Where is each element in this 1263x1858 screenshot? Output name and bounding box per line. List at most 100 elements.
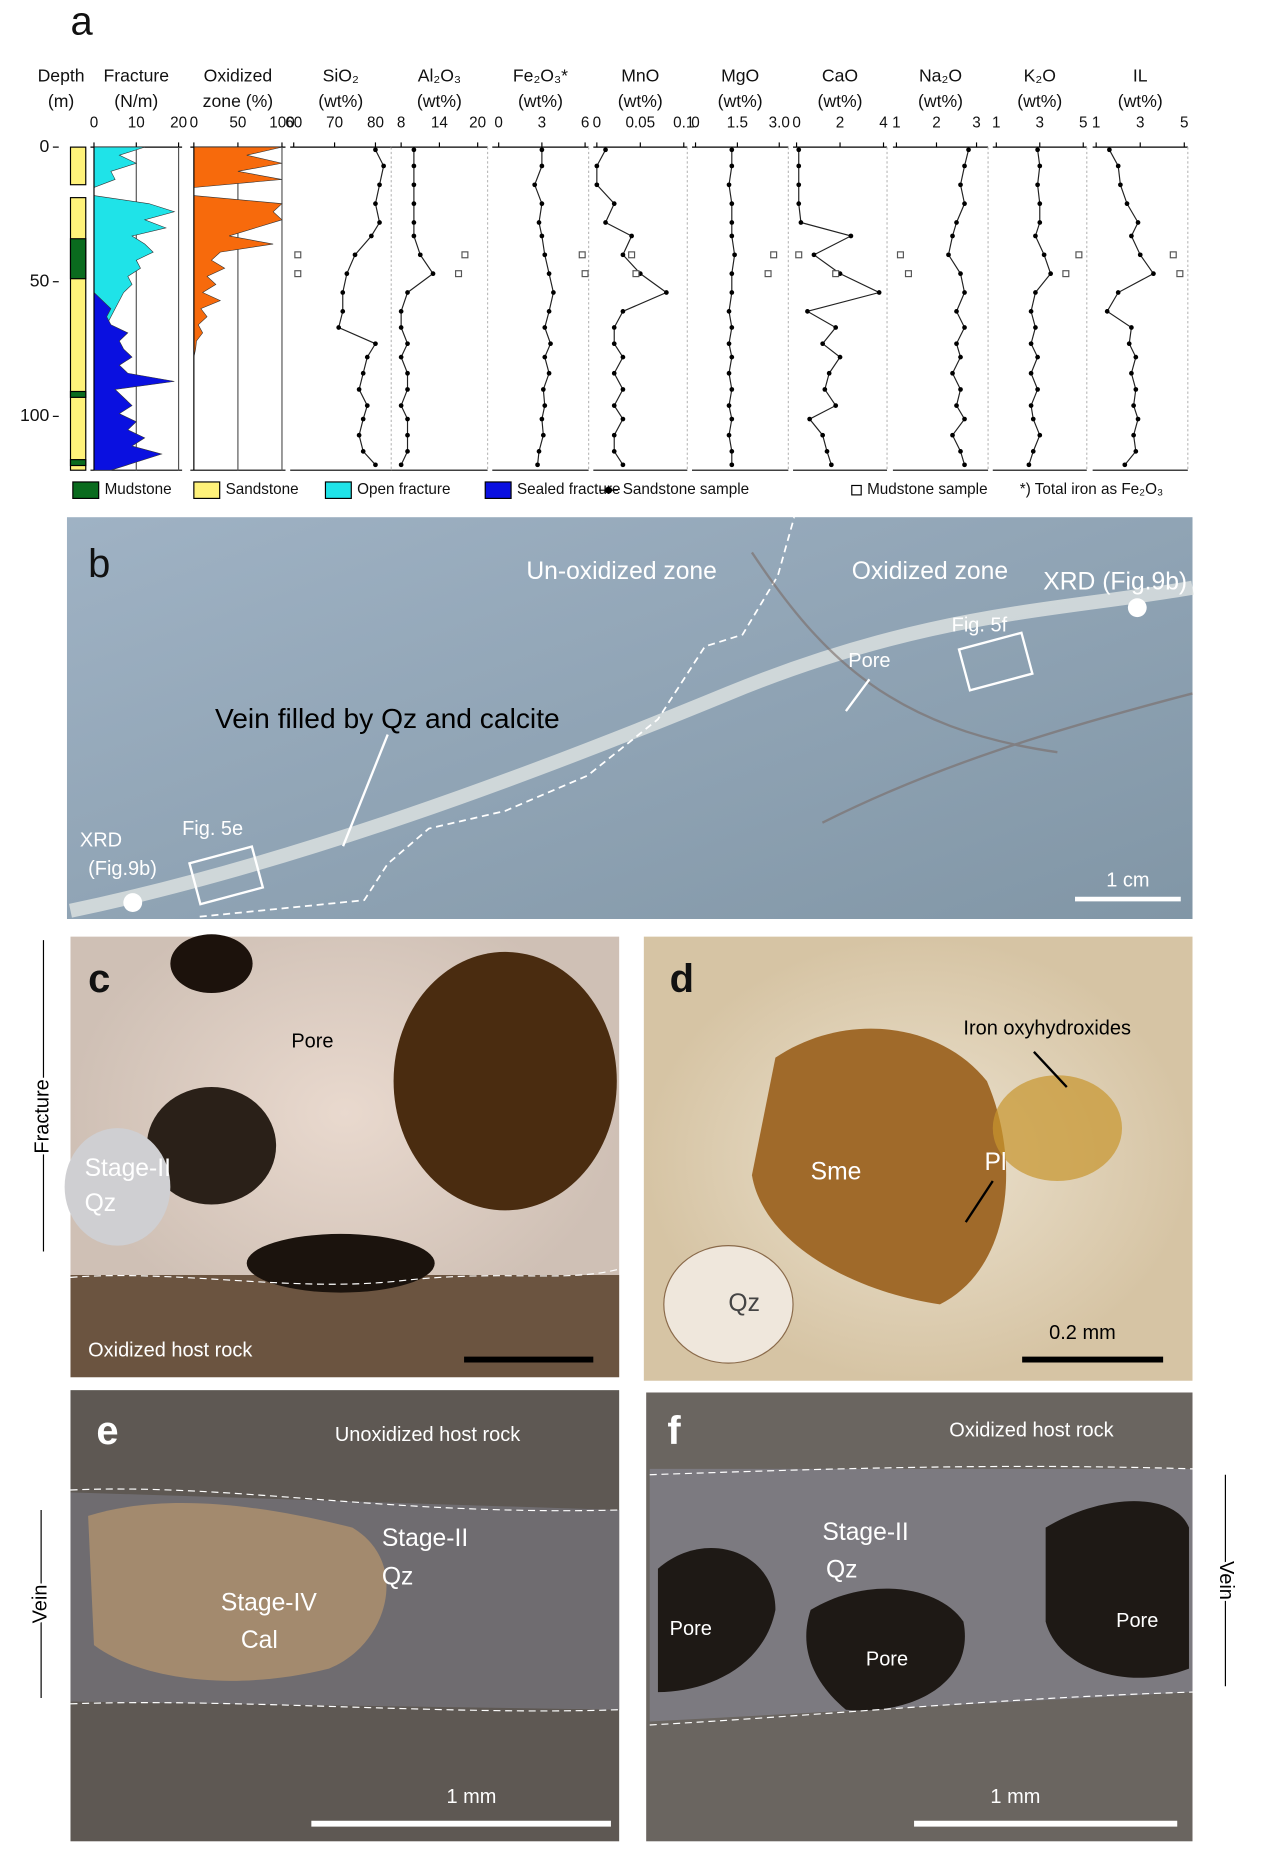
x-tick-label: 70 xyxy=(326,115,343,132)
photo-b: b Un-oxidized zone Oxidized zone XRD (Fi… xyxy=(67,517,1193,919)
line xyxy=(535,150,554,465)
sandstone-point xyxy=(954,220,959,225)
x-tick-label: 3 xyxy=(1136,115,1145,132)
sandstone-point xyxy=(1048,271,1053,276)
sandstone-point xyxy=(958,387,963,392)
mudstone-point xyxy=(456,271,462,277)
x-tick-label: 3 xyxy=(1036,115,1045,132)
sandstone-point xyxy=(1029,403,1034,408)
x-tick-label: 1 xyxy=(892,115,901,132)
sandstone-point xyxy=(729,355,734,360)
chart-title: IL xyxy=(1133,65,1148,85)
sandstone-point xyxy=(958,271,963,276)
sandstone-point xyxy=(664,290,669,295)
sandstone-point xyxy=(849,234,854,239)
sandstone-point xyxy=(612,341,617,346)
x-tick-label: 0 xyxy=(792,115,801,132)
photo-text: Qz xyxy=(826,1557,858,1584)
sandstone-point xyxy=(542,325,547,330)
sandstone-point xyxy=(535,462,540,467)
sandstone-point xyxy=(1116,164,1121,169)
xrd-point xyxy=(1128,598,1147,617)
x-tick-label: 4 xyxy=(879,115,888,132)
sandstone-point xyxy=(541,387,546,392)
sandstone-point xyxy=(954,309,959,314)
sandstone-point xyxy=(612,201,617,206)
photo-text: Fig. 5f xyxy=(952,615,1008,637)
legend-label: Open fracture xyxy=(357,481,450,498)
mudstone-point xyxy=(295,252,301,258)
line xyxy=(1107,150,1153,465)
sandstone-point xyxy=(1133,387,1138,392)
photo-text: Pore xyxy=(866,1649,908,1671)
sandstone-point xyxy=(1133,355,1138,360)
y-tick-label: 50 xyxy=(30,270,50,290)
mudstone-point xyxy=(633,271,639,277)
panel-label: c xyxy=(88,957,110,1001)
sandstone-point xyxy=(833,325,838,330)
sandstone-point xyxy=(1136,417,1141,422)
x-tick-label: 20 xyxy=(469,115,486,132)
sandstone-point xyxy=(1138,252,1143,257)
sandstone-point xyxy=(1131,403,1136,408)
sandstone-point xyxy=(729,290,734,295)
photo-text: Pore xyxy=(848,650,890,672)
x-tick-label: 1.5 xyxy=(727,115,748,132)
sandstone-point xyxy=(621,462,626,467)
figure: a Depth(m)050100Fracture(N/m)01020Oxidiz… xyxy=(0,0,1263,1858)
legend-label: Sandstone sample xyxy=(623,481,749,498)
sandstone-point xyxy=(612,325,617,330)
sandstone-point xyxy=(412,164,417,169)
photo-text: 0.2 mm xyxy=(1049,1322,1116,1344)
sandstone-point xyxy=(829,462,834,467)
x-tick-label: 1 xyxy=(992,115,1001,132)
photo-text: Vein xyxy=(1215,1561,1237,1600)
sandstone-point xyxy=(537,220,542,225)
photo-text: Pl xyxy=(985,1149,1007,1176)
grain xyxy=(170,934,252,993)
sandstone-point xyxy=(825,449,830,454)
sandstone-point xyxy=(412,147,417,152)
x-tick-label: 50 xyxy=(229,115,246,132)
sandstone-point xyxy=(412,182,417,187)
x-tick-label: 3.0 xyxy=(769,115,790,132)
sandstone-point xyxy=(1037,433,1042,438)
sandstone-point xyxy=(1129,371,1134,376)
area xyxy=(94,147,174,470)
photo-text: Stage-II xyxy=(85,1155,171,1182)
sandstone-point xyxy=(540,147,545,152)
mudstone-point xyxy=(833,271,839,277)
sandstone-point xyxy=(399,403,404,408)
sandstone-point xyxy=(729,271,734,276)
sandstone-point xyxy=(827,371,832,376)
sandstone-point xyxy=(950,371,955,376)
axis-unit: (wt%) xyxy=(417,91,462,111)
chart-title: MgO xyxy=(721,65,759,85)
sandstone-point xyxy=(820,433,825,438)
sandstone-point xyxy=(1031,449,1036,454)
sandstone-point xyxy=(727,182,732,187)
sandstone-point xyxy=(833,403,838,408)
sandstone-point xyxy=(594,182,599,187)
sandstone-point xyxy=(822,387,827,392)
sandstone-point xyxy=(1033,325,1038,330)
legend-label: Mudstone xyxy=(105,481,172,498)
sandstone-point xyxy=(365,403,370,408)
axis-unit: zone (%) xyxy=(203,91,273,111)
sandstone-point xyxy=(962,201,967,206)
sandstone-point xyxy=(958,449,963,454)
sandstone-point xyxy=(369,234,374,239)
sandstone-point xyxy=(954,403,959,408)
sandstone-point xyxy=(405,341,410,346)
sandstone-point xyxy=(1033,234,1038,239)
sandstone-point xyxy=(1037,201,1042,206)
sandstone-point xyxy=(1107,147,1112,152)
sandstone-point xyxy=(340,290,345,295)
sandstone-point xyxy=(361,371,366,376)
sandstone-point xyxy=(1027,462,1032,467)
sandstone-point xyxy=(1042,252,1047,257)
sandstone-point xyxy=(361,449,366,454)
sandstone-point xyxy=(727,341,732,346)
chart-title: K₂O xyxy=(1024,65,1056,85)
photo-text: Fracture xyxy=(32,1079,54,1153)
